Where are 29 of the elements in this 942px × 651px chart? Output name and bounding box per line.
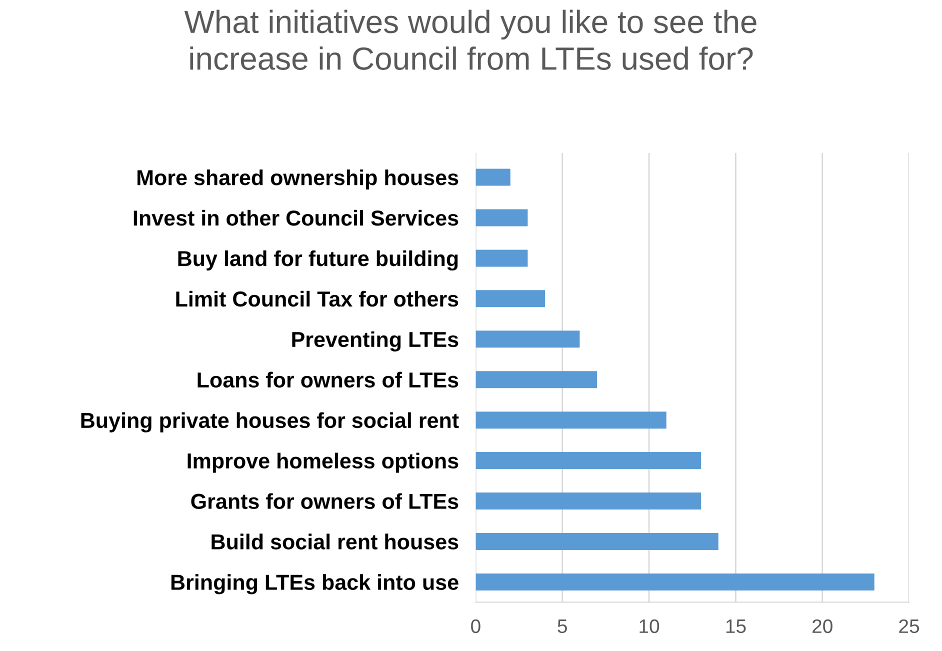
y-tick-label: More shared ownership houses <box>138 169 458 190</box>
y-tick-label: Loans for owners of LTEs <box>198 372 458 388</box>
bar <box>476 492 702 510</box>
x-tick-label: 5 <box>558 620 567 634</box>
bar <box>476 330 580 348</box>
y-tick-label: Limit Council Tax for others <box>176 290 458 307</box>
y-tick-label: Buying private houses for social rent <box>81 412 459 432</box>
y-tick-label: Invest in other Council Services <box>134 210 458 226</box>
bar <box>476 452 702 470</box>
bar <box>476 532 718 550</box>
y-tick-label: Grants for owners of LTEs <box>191 493 458 510</box>
bar <box>476 209 528 226</box>
y-tick-label: Bringing LTEs back into use <box>171 574 458 594</box>
x-tick-label: 20 <box>812 619 832 634</box>
bar <box>476 250 528 267</box>
bar <box>476 412 666 429</box>
x-tick-label: 25 <box>899 619 920 634</box>
y-tick-label: Improve homeless options <box>188 452 458 473</box>
x-tick-label: 10 <box>640 619 660 634</box>
y-tick-label: Build social rent houses <box>212 534 458 550</box>
chart-title: What initiatives would you like to see the increase in Council from LTEs used for? <box>184 10 756 70</box>
x-tick-label: 15 <box>726 620 746 634</box>
x-tick-label: 0 <box>471 619 480 634</box>
y-tick-label: Buy land for future building <box>178 250 458 271</box>
bar <box>476 290 546 308</box>
bar <box>476 371 598 388</box>
bar <box>476 168 510 186</box>
bar <box>476 573 874 590</box>
y-tick-label: Preventing LTEs <box>292 331 458 352</box>
